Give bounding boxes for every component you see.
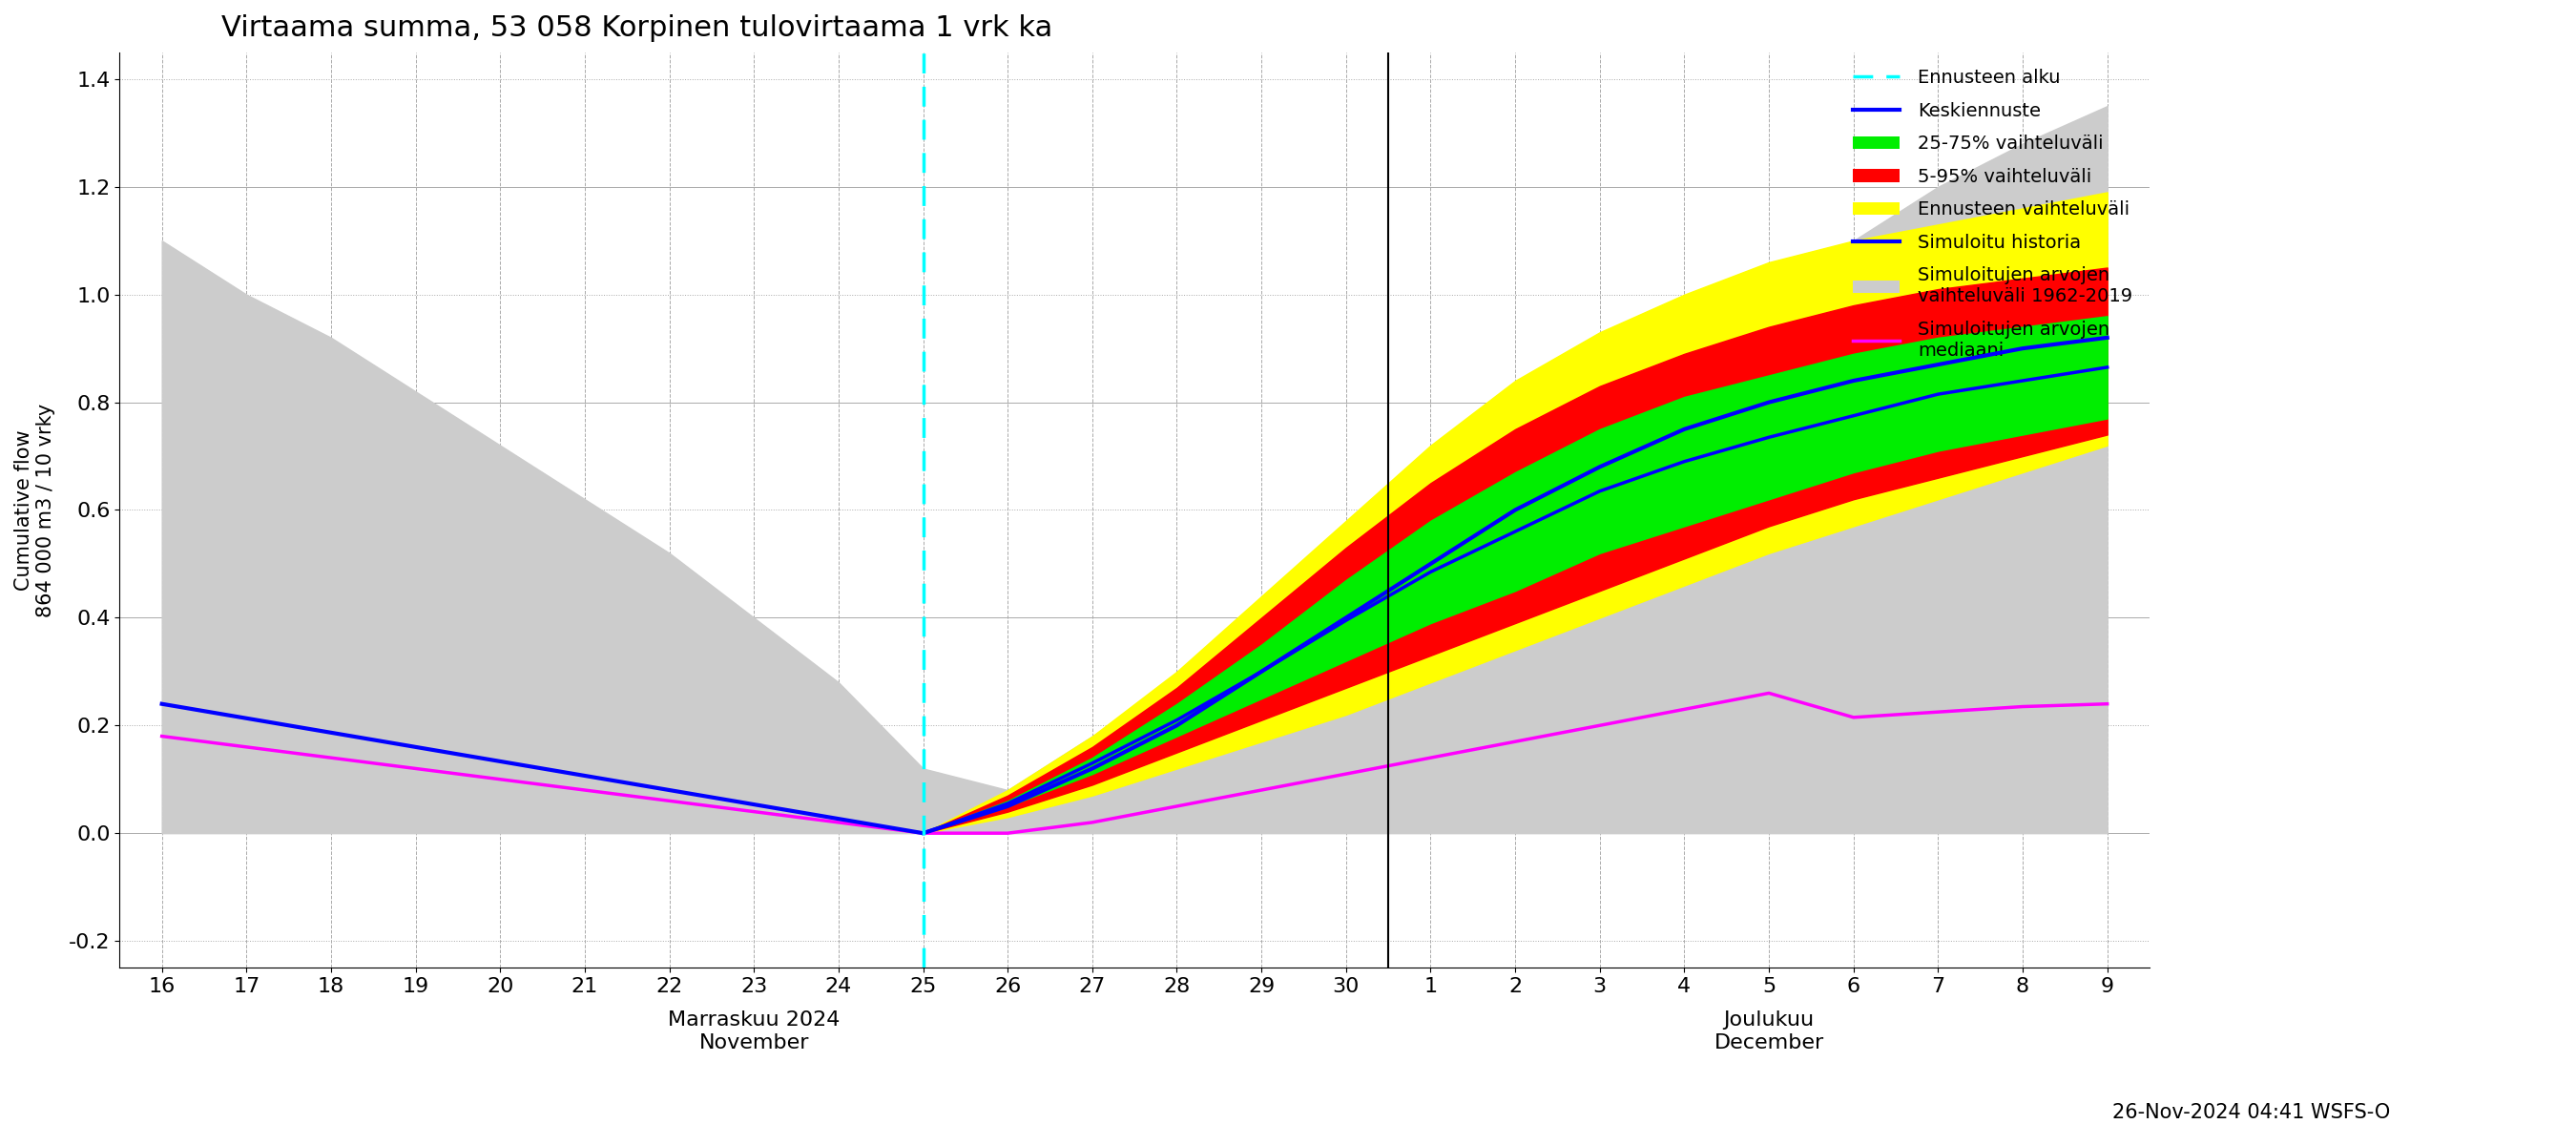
Text: Marraskuu 2024
November: Marraskuu 2024 November [667,1011,840,1052]
Y-axis label: Cumulative flow
864 000 m3 / 10 vrky: Cumulative flow 864 000 m3 / 10 vrky [15,403,57,617]
Text: Virtaama summa, 53 058 Korpinen tulovirtaama 1 vrk ka: Virtaama summa, 53 058 Korpinen tulovirt… [222,14,1051,42]
Text: Joulukuu
December: Joulukuu December [1713,1011,1824,1052]
Legend: Ennusteen alku, Keskiennuste, 25-75% vaihteluväli, 5-95% vaihteluväli, Ennusteen: Ennusteen alku, Keskiennuste, 25-75% vai… [1844,62,2141,368]
Text: 26-Nov-2024 04:41 WSFS-O: 26-Nov-2024 04:41 WSFS-O [2112,1103,2391,1122]
